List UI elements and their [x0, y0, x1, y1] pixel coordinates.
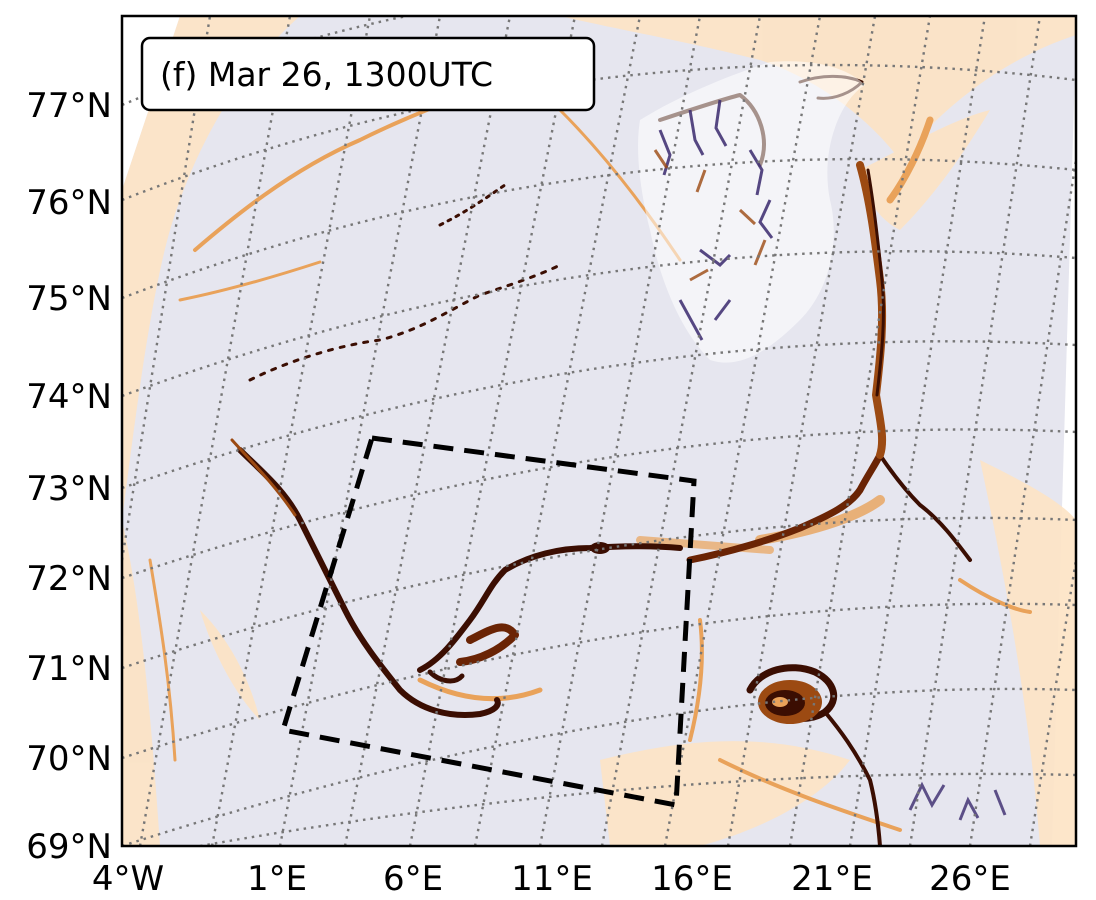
lon-label-6e: 6°E [383, 859, 443, 899]
field-cores [590, 542, 822, 724]
lat-label-72: 72°N [26, 559, 112, 599]
lon-label-11e: 11°E [511, 859, 593, 899]
lat-label-75: 75°N [26, 279, 112, 319]
lat-label-70: 70°N [26, 739, 112, 779]
field-terrain-noise [638, 61, 1007, 821]
field-light-regions [122, 16, 1076, 846]
lat-label-69: 69°N [26, 827, 112, 867]
lon-label-16e: 16°E [651, 859, 733, 899]
panel-label-text: (f) Mar 26, 1300UTC [160, 55, 493, 94]
lat-label-73: 73°N [26, 469, 112, 509]
analysis-box [279, 435, 697, 808]
lat-axis-labels: 77°N 76°N 75°N 74°N 73°N 72°N 71°N 70°N … [26, 86, 112, 867]
lon-axis-labels: 4°W 1°E 6°E 11°E 16°E 21°E 26°E [92, 859, 1011, 899]
lat-label-77: 77°N [26, 86, 112, 126]
lon-label-4w: 4°W [92, 859, 164, 899]
lat-label-74: 74°N [26, 377, 112, 417]
lat-label-76: 76°N [26, 183, 112, 223]
field-strong-fronts [230, 74, 972, 846]
lon-label-1e: 1°E [247, 859, 307, 899]
lon-label-21e: 21°E [791, 859, 873, 899]
graticule [122, 16, 1076, 846]
plot-frame [120, 14, 1078, 848]
lon-label-26e: 26°E [929, 859, 1011, 899]
panel-label: (f) Mar 26, 1300UTC [140, 36, 596, 112]
lat-label-71: 71°N [26, 649, 112, 689]
